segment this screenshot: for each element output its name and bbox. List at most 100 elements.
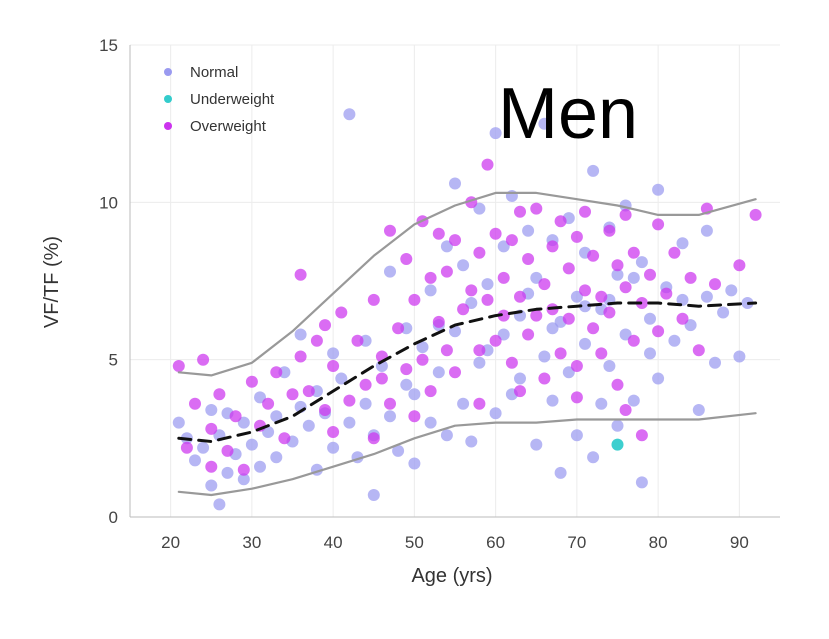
point-overweight-108 [619, 404, 632, 416]
point-normal-93 [635, 256, 648, 269]
point-overweight-18 [302, 385, 315, 398]
point-normal-56 [473, 202, 486, 215]
point-overweight-14 [278, 432, 291, 445]
point-overweight-62 [514, 290, 526, 303]
point-normal-119 [676, 293, 689, 306]
point-normal-73 [546, 394, 559, 407]
point-overweight-33 [392, 322, 405, 335]
point-overweight-77 [579, 284, 591, 297]
point-normal-94 [635, 476, 648, 489]
point-overweight-54 [481, 158, 494, 171]
point-overweight-98 [684, 271, 697, 284]
point-normal-2 [189, 454, 201, 467]
point-overweight-65 [530, 309, 543, 322]
point-normal-51 [449, 177, 461, 190]
point-normal-3 [197, 441, 210, 454]
point-overweight-75 [570, 230, 583, 243]
point-normal-39 [384, 265, 396, 278]
point-normal-14 [254, 460, 266, 473]
point-overweight-94 [652, 325, 665, 338]
point-normal-42 [400, 322, 413, 335]
point-overweight-36 [408, 410, 421, 423]
point-normal-69 [530, 271, 543, 284]
point-overweight-17 [294, 350, 307, 363]
point-normal-45 [416, 341, 429, 354]
point-normal-66 [514, 372, 526, 385]
point-overweight-86 [611, 378, 624, 391]
point-overweight-34 [400, 363, 413, 376]
point-normal-70 [538, 350, 551, 363]
point-normal-60 [489, 127, 502, 140]
point-normal-90 [619, 328, 632, 341]
x-tick-label-80: 80 [649, 533, 668, 552]
point-normal-59 [489, 407, 502, 420]
point-overweight-79 [587, 322, 600, 335]
point-normal-4 [205, 479, 218, 492]
point-normal-100 [676, 237, 689, 250]
point-overweight-43 [432, 315, 445, 328]
fit-lines [177, 191, 758, 497]
legend-marker-overweight [164, 122, 172, 130]
x-tick-label-90: 90 [730, 533, 749, 552]
point-normal-104 [700, 290, 713, 303]
point-overweight-93 [652, 218, 665, 231]
point-overweight-16 [294, 268, 307, 281]
point-normal-97 [652, 183, 665, 196]
point-overweight-13 [270, 366, 283, 379]
point-overweight-22 [327, 360, 340, 372]
point-normal-40 [392, 444, 405, 457]
point-overweight-46 [449, 234, 461, 247]
point-overweight-0 [172, 360, 185, 372]
point-overweight-27 [359, 378, 372, 391]
point-overweight-44 [440, 344, 453, 357]
point-overweight-29 [367, 432, 380, 445]
point-normal-107 [725, 284, 738, 297]
point-overweight-25 [343, 394, 356, 407]
x-tick-label-60: 60 [486, 533, 505, 552]
point-normal-47 [424, 284, 437, 297]
point-overweight-106 [514, 385, 526, 398]
point-normal-48 [432, 366, 445, 379]
point-normal-105 [709, 356, 721, 369]
point-overweight-109 [635, 429, 648, 442]
point-normal-106 [717, 306, 730, 319]
point-normal-87 [603, 360, 616, 372]
point-normal-31 [343, 416, 356, 429]
y-tick-label-0: 0 [109, 508, 118, 527]
point-overweight-64 [522, 253, 535, 265]
point-overweight-8 [229, 410, 242, 423]
point-normal-58 [481, 278, 494, 291]
point-overweight-40 [424, 271, 437, 284]
point-overweight-88 [619, 208, 632, 221]
point-overweight-107 [570, 391, 583, 404]
point-overweight-87 [619, 281, 632, 294]
point-normal-49 [440, 429, 453, 442]
point-normal-43 [408, 457, 421, 470]
y-tick-label-15: 15 [99, 36, 118, 55]
point-normal-77 [562, 366, 575, 379]
point-normal-23 [302, 419, 315, 432]
point-normal-44 [408, 388, 421, 401]
point-overweight-15 [286, 388, 299, 401]
point-overweight-82 [595, 347, 608, 360]
point-overweight-10 [245, 375, 258, 388]
point-overweight-66 [530, 202, 543, 215]
point-overweight-69 [546, 240, 559, 253]
point-normal-57 [473, 356, 486, 369]
point-normal-11 [237, 473, 250, 486]
point-overweight-12 [262, 397, 275, 410]
point-overweight-58 [497, 309, 510, 322]
point-overweight-7 [221, 444, 234, 457]
point-overweight-97 [676, 312, 689, 325]
legend-marker-underweight [164, 95, 172, 103]
point-normal-16 [262, 426, 275, 438]
point-normal-61 [497, 240, 510, 253]
point-overweight-90 [627, 246, 640, 259]
point-normal-34 [359, 397, 372, 410]
point-normal-38 [384, 410, 396, 423]
point-overweight-1 [180, 441, 193, 454]
point-overweight-3 [197, 353, 210, 366]
point-overweight-55 [489, 227, 502, 240]
point-normal-17 [270, 451, 283, 464]
